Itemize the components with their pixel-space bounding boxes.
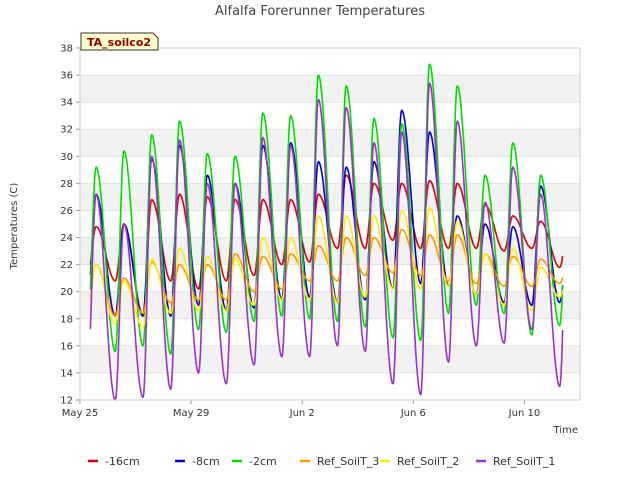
annotation-label: TA_soilco2 (87, 36, 151, 49)
x-tick-label: Jun 10 (508, 408, 541, 419)
x-tick-label: May 29 (173, 408, 210, 419)
plot-area (80, 47, 580, 401)
y-axis: 12 14 16 18 20 22 24 26 28 30 32 34 36 38 (60, 44, 80, 407)
x-tick-label: Jun 6 (400, 408, 426, 419)
grid-band (80, 129, 580, 157)
y-tick-label: 16 (60, 341, 73, 352)
legend-label: Ref_SoilT_1 (493, 455, 555, 468)
y-tick-label: 18 (60, 314, 73, 325)
legend-label: -2cm (249, 455, 277, 468)
y-tick-label: 36 (60, 71, 73, 82)
legend-item: Ref_SoilT_1 (476, 455, 555, 468)
y-tick-label: 14 (60, 368, 73, 379)
y-tick-label: 30 (60, 152, 73, 163)
x-axis-label: Time (553, 425, 578, 436)
y-tick-label: 20 (60, 287, 73, 298)
grid-band (80, 75, 580, 103)
series-line-2cm (89, 63, 564, 355)
x-tick-label: Jun 2 (289, 408, 315, 419)
legend-label: Ref_SoilT_3 (317, 455, 379, 468)
y-tick-label: 34 (60, 98, 73, 109)
legend-item: -16cm (88, 455, 140, 468)
y-tick-label: 28 (60, 179, 73, 190)
x-axis: May 25 May 29 Jun 2 Jun 6 Jun 10 (62, 400, 540, 419)
x-tick-label: May 25 (62, 408, 99, 419)
legend: -16cm -8cm -2cm Ref_SoilT_3 Ref_SoilT_2 Ref_S… (88, 455, 555, 468)
legend-item: -8cm (175, 455, 220, 468)
annotation-box (80, 32, 159, 51)
grid-band (80, 183, 580, 211)
series-line-ref-soilt-2 (89, 207, 564, 328)
grid-band (80, 345, 580, 373)
annotation-badge: TA_soilco2 (80, 32, 159, 51)
y-tick-label: 24 (60, 233, 73, 244)
y-axis-label: Temperatures (C) (9, 183, 20, 271)
plot-frame (79, 47, 581, 401)
legend-label: -8cm (192, 455, 220, 468)
y-tick-label: 32 (60, 125, 73, 136)
legend-item: Ref_SoilT_2 (380, 455, 459, 468)
y-tick-label: 22 (60, 260, 73, 271)
y-tick-label: 38 (60, 44, 73, 55)
legend-label: -16cm (105, 455, 140, 468)
legend-label: Ref_SoilT_2 (397, 455, 459, 468)
y-tick-label: 26 (60, 206, 73, 217)
legend-item: -2cm (232, 455, 277, 468)
chart-title: Alfalfa Forerunner Temperatures (215, 4, 425, 19)
y-tick-label: 12 (60, 396, 73, 407)
series-line-ref-soilt-1 (89, 82, 564, 401)
series-lines (89, 63, 564, 401)
legend-item: Ref_SoilT_3 (300, 455, 379, 468)
